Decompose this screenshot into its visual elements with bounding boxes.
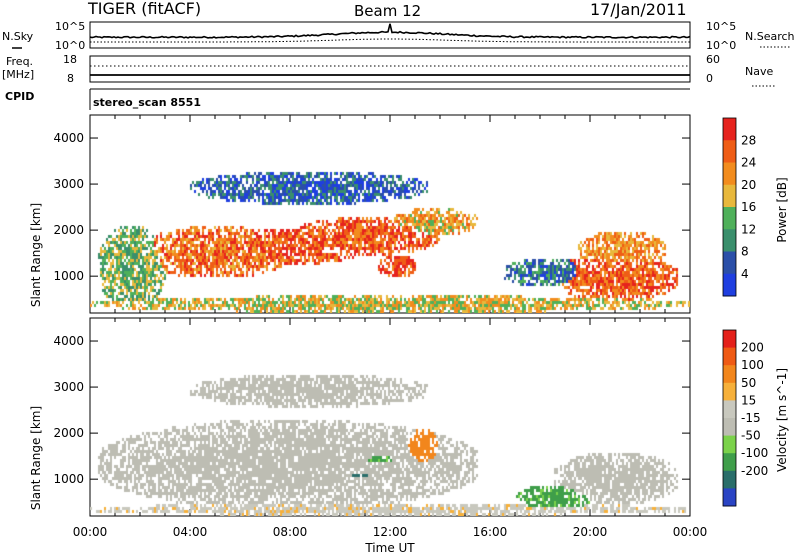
x-tick-label: 00:00 [673, 525, 708, 539]
colorbar-segment [723, 418, 736, 437]
velocity-colorbar: 200 100 50 15 -15 -50 -100 -200 [722, 329, 768, 507]
colorbar-tick-label: 24 [741, 156, 756, 170]
x-tick-label: 04:00 [173, 525, 208, 539]
x-axis-label: Time UT [364, 541, 415, 554]
colorbar-frame [722, 117, 737, 297]
colorbar-segment [723, 347, 736, 366]
x-tick-label: 08:00 [273, 525, 308, 539]
colorbar-segment [723, 400, 736, 419]
colorbar-frame [722, 329, 737, 507]
nave-label: Nave [745, 65, 773, 78]
colorbar-segment [723, 251, 736, 275]
colorbar-segment [723, 273, 736, 297]
nsky-series-line [89, 23, 691, 39]
colorbar-segment [723, 162, 736, 186]
nsearch-label: N.Search [745, 30, 795, 43]
freq-tick-top: 18 [63, 53, 77, 66]
y-tick-label: 1000 [53, 269, 84, 283]
colorbar-tick-label: 50 [741, 376, 756, 390]
nsearch-series-line [90, 38, 690, 43]
chart-title: TIGER (fitACF) [88, 0, 202, 18]
colorbar-segment [723, 488, 736, 507]
colorbar-segment [723, 330, 736, 349]
colorbar-tick-label: -15 [741, 411, 761, 425]
colorbar-tick-label: 8 [741, 245, 749, 259]
colorbar-segment [723, 382, 736, 401]
colorbar-tick-label: 4 [741, 267, 749, 281]
colorbar-segment [723, 184, 736, 208]
y-tick-label: 1000 [53, 472, 84, 486]
colorbar-segment [723, 229, 736, 252]
colorbar-segment [723, 365, 736, 384]
colorbar-segment [723, 435, 736, 454]
nsky-label: N.Sky [2, 30, 34, 43]
nsky-panel-frame [89, 21, 691, 49]
freq-label: Freq. [6, 55, 33, 68]
x-tick-label: 20:00 [573, 525, 608, 539]
velocity-colorbar-label: Velocity [m s^-1] [775, 368, 789, 472]
nsky-tick-top: 10^5 [55, 20, 85, 33]
y-tick-label: 4000 [53, 334, 84, 348]
freq-panel-frame [89, 55, 691, 83]
colorbar-tick-label: 15 [741, 393, 756, 407]
y-tick-label: 4000 [53, 131, 84, 145]
velocity-heatmap [90, 318, 690, 516]
nsearch-tick-top: 10^5 [706, 20, 736, 33]
nsearch-tick-bottom: 10^0 [706, 39, 736, 52]
colorbar-tick-label: 200 [741, 341, 764, 355]
y-tick-label: 3000 [53, 177, 84, 191]
colorbar-tick-label: 16 [741, 200, 756, 214]
colorbar-tick-label: 12 [741, 222, 756, 236]
beam-label: Beam 12 [354, 2, 422, 20]
y-tick-label: 3000 [53, 380, 84, 394]
colorbar-segment [723, 207, 736, 230]
power-colorbar-label: Power [dB] [775, 177, 789, 242]
colorbar-segment [723, 118, 736, 141]
nsky-tick-bottom: 10^0 [55, 39, 85, 52]
velocity-ylabel: Slant Range [km] [29, 406, 43, 510]
nave-tick-top: 60 [706, 53, 720, 66]
cpid-label: CPID [5, 90, 34, 103]
colorbar-segment [723, 470, 736, 489]
power-colorbar: 4 8 12 16 20 24 28 [722, 117, 756, 297]
colorbar-segment [723, 453, 736, 472]
colorbar-tick-label: -100 [741, 446, 768, 460]
colorbar-tick-label: -50 [741, 429, 761, 443]
x-tick-label: 00:00 [73, 525, 108, 539]
colorbar-segment [723, 140, 736, 163]
freq-unit: [MHz] [2, 68, 34, 81]
date-label: 17/Jan/2011 [590, 0, 687, 19]
x-tick-label: 16:00 [473, 525, 508, 539]
power-ylabel: Slant Range [km] [29, 203, 43, 307]
cpid-text: stereo_scan 8551 [93, 96, 201, 109]
colorbar-tick-label: 100 [741, 358, 764, 372]
freq-tick-bottom: 8 [67, 72, 74, 85]
nave-tick-bottom: 0 [706, 72, 713, 85]
y-tick-label: 2000 [53, 426, 84, 440]
colorbar-tick-label: -200 [741, 464, 768, 478]
x-tick-label: 12:00 [373, 525, 408, 539]
y-tick-label: 2000 [53, 223, 84, 237]
power-heatmap [90, 115, 690, 313]
colorbar-tick-label: 20 [741, 178, 756, 192]
colorbar-tick-label: 28 [741, 133, 756, 147]
